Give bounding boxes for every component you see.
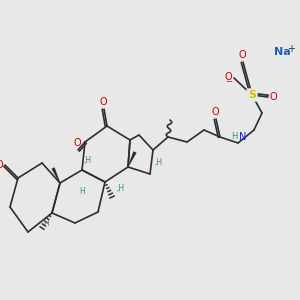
Text: H: H xyxy=(79,188,85,196)
Polygon shape xyxy=(128,151,136,167)
Text: ,H: ,H xyxy=(83,155,91,164)
Text: +: + xyxy=(287,44,295,54)
Text: N: N xyxy=(239,132,246,142)
Text: H: H xyxy=(43,220,49,229)
Text: O: O xyxy=(224,72,232,82)
Text: ,H: ,H xyxy=(116,184,124,193)
Text: H: H xyxy=(231,132,237,141)
Text: S: S xyxy=(248,90,256,100)
Text: Na: Na xyxy=(274,47,291,57)
Text: ,H: ,H xyxy=(154,158,162,166)
Text: O: O xyxy=(99,97,107,107)
Text: O: O xyxy=(211,107,219,117)
Text: O: O xyxy=(270,92,278,102)
Text: −: − xyxy=(225,77,232,86)
Text: O: O xyxy=(238,50,246,60)
Text: O: O xyxy=(73,138,81,148)
Text: O: O xyxy=(0,160,3,170)
Polygon shape xyxy=(51,167,60,183)
